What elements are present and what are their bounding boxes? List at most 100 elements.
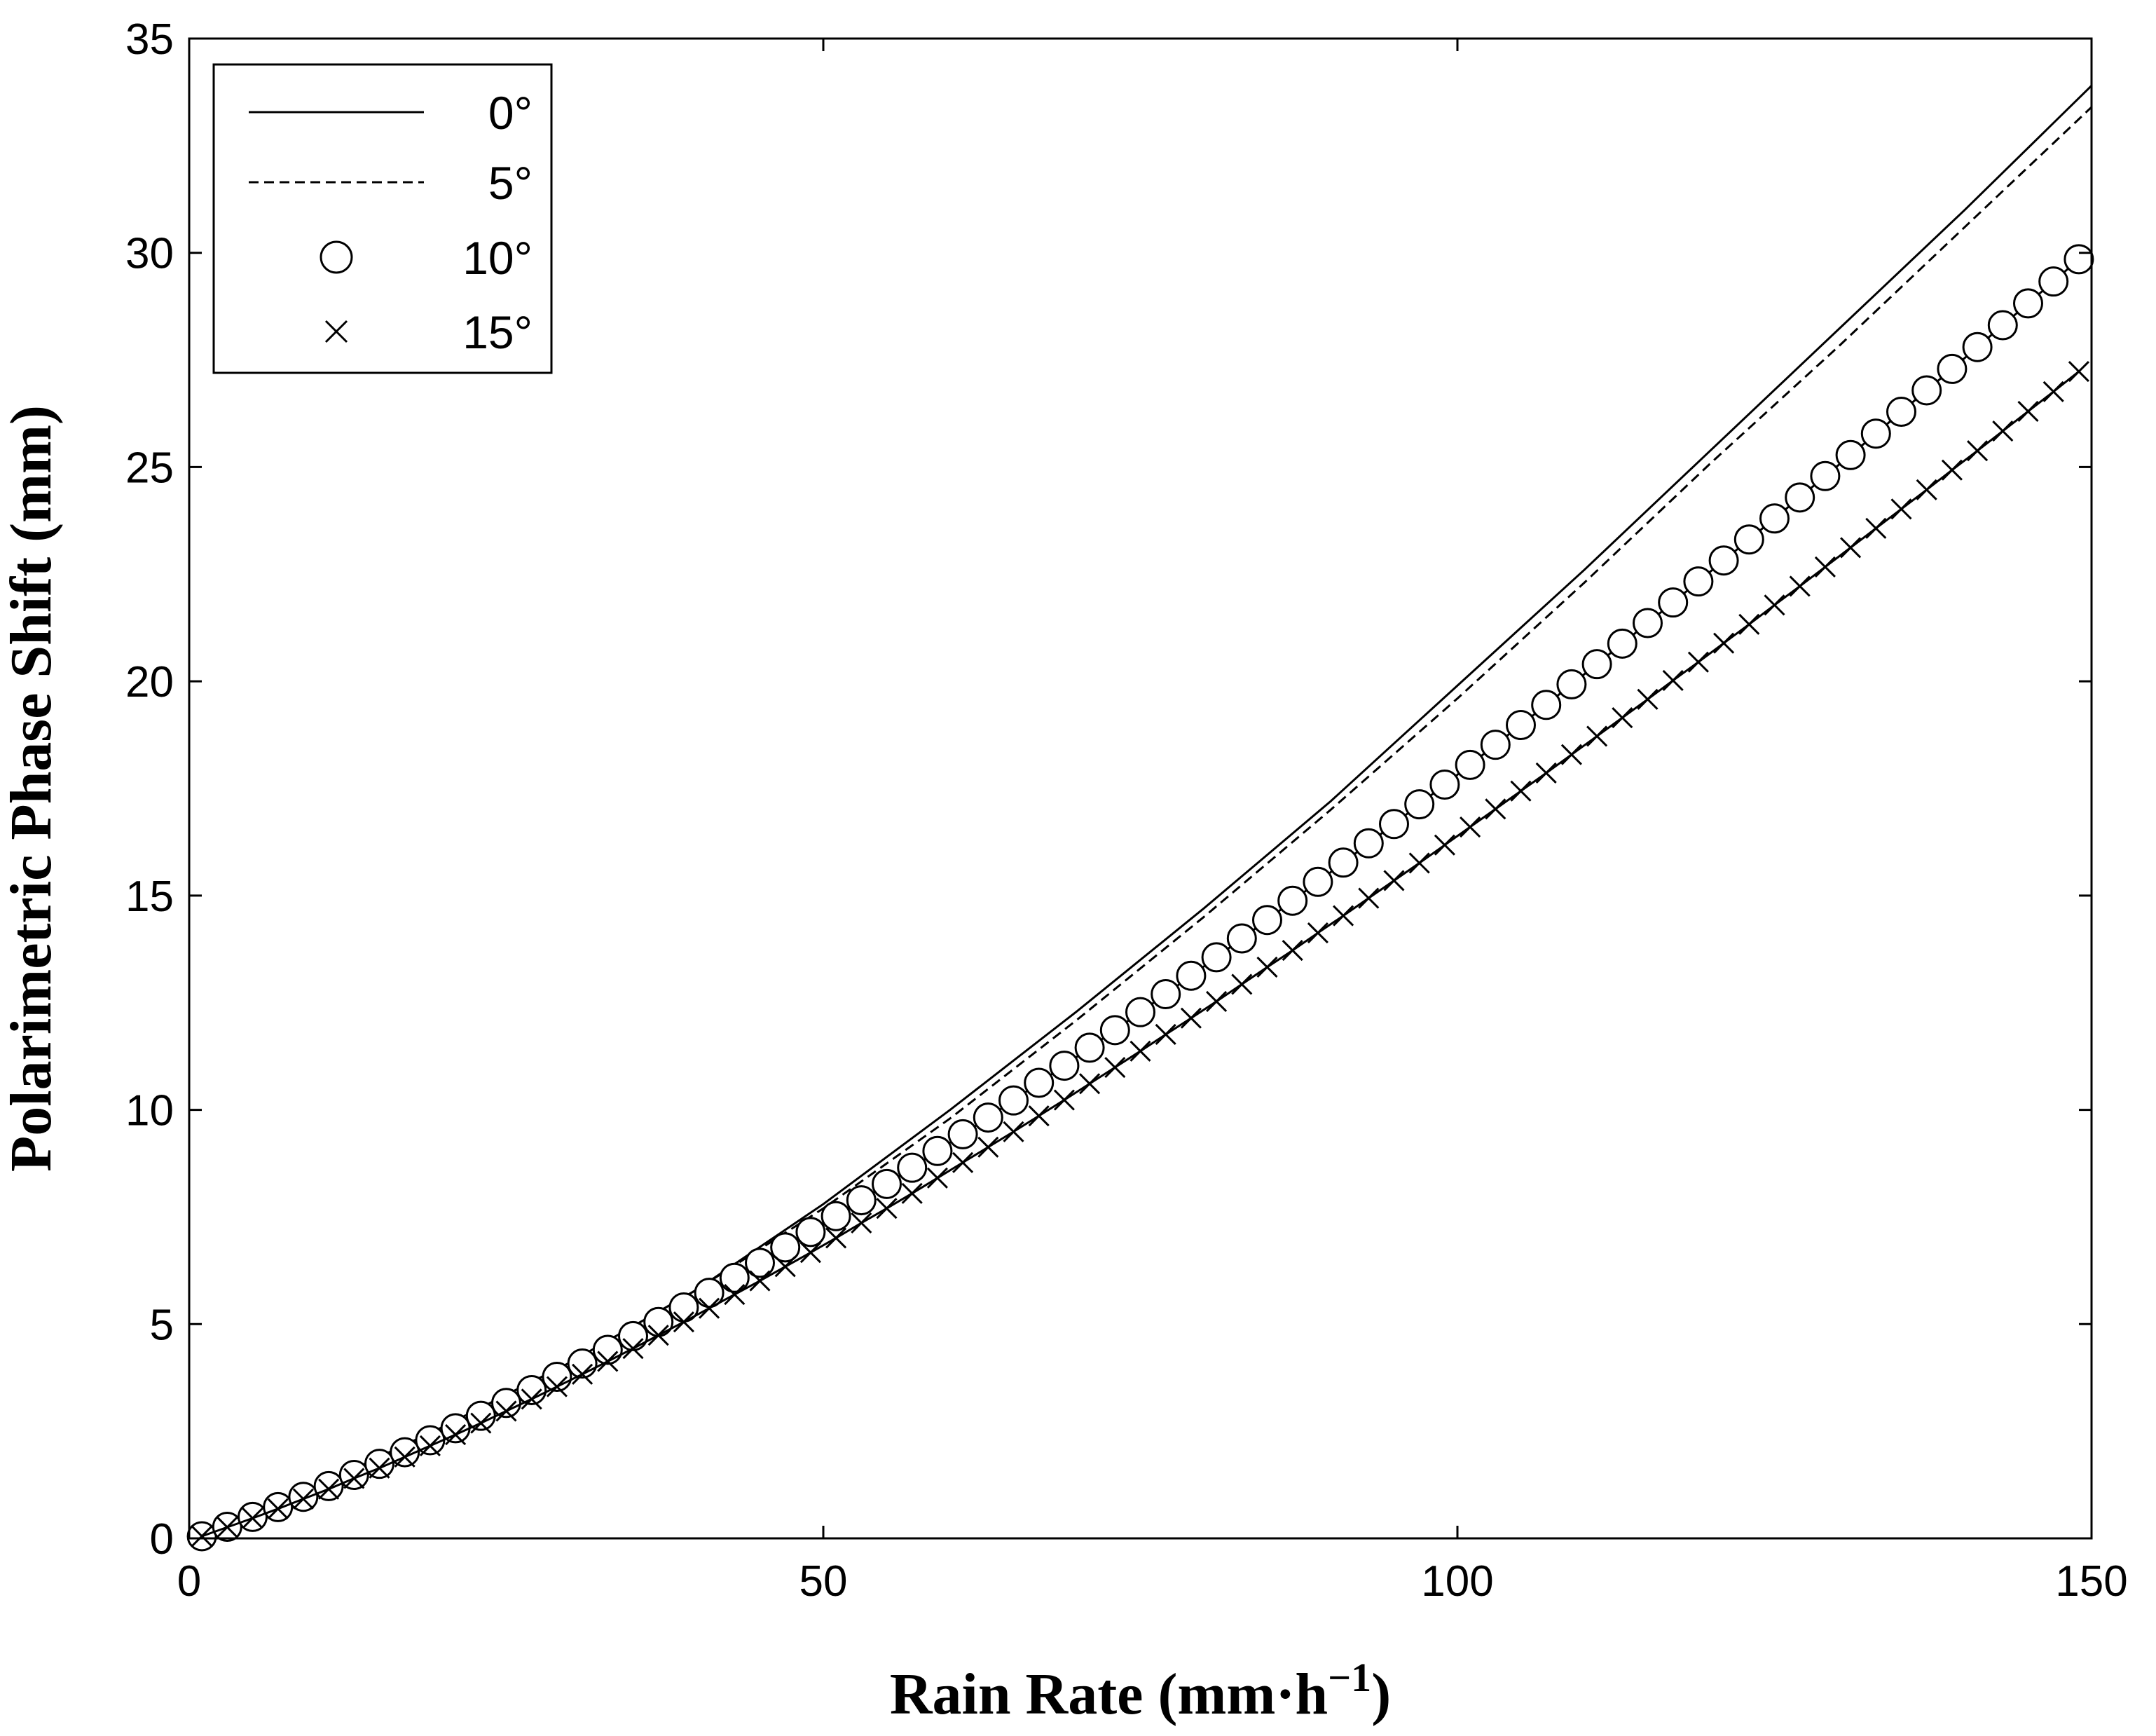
series-line-15deg — [201, 370, 2080, 1538]
series-point-10deg — [770, 1232, 801, 1263]
series-point-15deg — [1383, 870, 1405, 891]
series-point-15deg — [1155, 1023, 1176, 1046]
y-tick-label: 20 — [125, 658, 174, 706]
series-point-10deg — [2064, 244, 2094, 275]
series-point-10deg — [1556, 669, 1587, 699]
series-point-10deg — [795, 1217, 826, 1248]
series-line-10deg — [201, 258, 2080, 1538]
legend-swatch-15deg — [324, 320, 348, 343]
series-point-10deg — [1125, 997, 1155, 1027]
series-point-15deg — [1408, 852, 1430, 874]
series-point-10deg — [1937, 353, 1968, 384]
series-point-10deg — [1810, 460, 1841, 491]
series-point-15deg — [1333, 905, 1354, 927]
legend: 0° 5° 10° 15° — [212, 63, 553, 374]
series-point-10deg — [1835, 439, 1866, 470]
series-point-10deg — [1404, 789, 1435, 820]
series-point-10deg — [2038, 266, 2069, 297]
series-point-15deg — [724, 1284, 746, 1306]
y-tick-label: 30 — [125, 230, 174, 278]
series-point-15deg — [926, 1167, 948, 1189]
series-point-15deg — [242, 1508, 263, 1529]
series-point-10deg — [922, 1135, 953, 1166]
series-point-15deg — [1510, 780, 1532, 802]
x-axis-title-superscript: −1 — [1328, 1655, 1371, 1700]
series-point-15deg — [2017, 400, 2039, 423]
series-point-15deg — [572, 1363, 593, 1385]
series-point-15deg — [267, 1498, 289, 1519]
series-point-10deg — [1708, 545, 1739, 576]
y-tick-label: 0 — [150, 1515, 174, 1564]
series-point-15deg — [1434, 834, 1455, 856]
series-point-15deg — [546, 1376, 568, 1397]
series-point-10deg — [1581, 649, 1612, 680]
series-point-15deg — [1028, 1105, 1050, 1127]
series-point-10deg — [1379, 809, 1409, 840]
series-point-15deg — [1206, 990, 1228, 1012]
series-point-15deg — [699, 1297, 720, 1319]
series-point-10deg — [1987, 310, 2018, 341]
series-point-15deg — [1687, 651, 1709, 673]
series-point-10deg — [1024, 1067, 1055, 1098]
series-point-15deg — [419, 1435, 441, 1456]
series-point-15deg — [825, 1227, 847, 1249]
series-point-10deg — [1658, 587, 1689, 618]
series-point-10deg — [1531, 690, 1562, 720]
series-point-15deg — [292, 1488, 314, 1510]
series-point-10deg — [1226, 923, 1257, 954]
series-point-15deg — [1104, 1056, 1126, 1079]
series-point-10deg — [1785, 482, 1815, 513]
series-point-15deg — [521, 1388, 542, 1410]
series-point-15deg — [343, 1468, 365, 1489]
series-point-15deg — [1967, 440, 1989, 462]
series-point-15deg — [369, 1457, 390, 1479]
series-point-10deg — [820, 1201, 851, 1231]
series-point-15deg — [1992, 421, 2014, 442]
series-point-15deg — [191, 1525, 213, 1547]
series-point-10deg — [1506, 710, 1536, 741]
series-point-10deg — [1176, 960, 1207, 991]
series-point-10deg — [1733, 524, 1764, 555]
series-point-10deg — [1074, 1032, 1105, 1063]
series-point-10deg — [1201, 942, 1232, 973]
series-point-10deg — [1480, 730, 1511, 760]
series-point-15deg — [622, 1338, 644, 1360]
series-point-10deg — [1759, 503, 1790, 534]
series-point-10deg — [592, 1334, 623, 1365]
y-tick-label: 10 — [125, 1087, 174, 1135]
series-point-10deg — [998, 1085, 1029, 1116]
legend-box — [212, 63, 553, 374]
series-point-15deg — [470, 1412, 492, 1434]
y-tick-label: 5 — [150, 1301, 174, 1349]
legend-label: 15° — [462, 306, 533, 358]
y-tick-label: 15 — [125, 873, 174, 921]
series-point-15deg — [1814, 556, 1836, 577]
series-point-10deg — [516, 1374, 547, 1405]
x-tick-label: 150 — [2055, 1557, 2127, 1606]
series-point-10deg — [1455, 749, 1485, 780]
series-point-10deg — [1151, 978, 1181, 1009]
series-point-15deg — [1003, 1121, 1024, 1142]
series-point-10deg — [897, 1152, 928, 1183]
series-point-10deg — [1277, 885, 1308, 916]
series-point-15deg — [1764, 594, 1785, 616]
series-point-10deg — [1911, 375, 1942, 406]
x-axis-title-main: Rain Rate (mm·h — [890, 1662, 1328, 1727]
y-axis-title: Polarimetric Phase Shift (mm) — [0, 405, 64, 1172]
series-point-15deg — [647, 1325, 669, 1346]
series-point-15deg — [774, 1256, 796, 1278]
series-point-15deg — [495, 1400, 517, 1422]
ticks: 0 50 100 150 0 5 10 15 20 25 30 35 — [125, 15, 2128, 1606]
series-point-15deg — [1612, 707, 1633, 729]
series-point-10deg — [1353, 828, 1384, 859]
series-point-15deg — [394, 1446, 416, 1468]
y-tick-label: 25 — [125, 444, 174, 492]
series-point-15deg — [1307, 922, 1328, 944]
series-point-15deg — [673, 1311, 694, 1333]
series-point-10deg — [313, 1470, 344, 1501]
series-point-15deg — [1586, 725, 1608, 747]
series-point-15deg — [749, 1270, 771, 1292]
series-point-15deg — [1180, 1007, 1202, 1029]
series-point-15deg — [1460, 816, 1481, 838]
